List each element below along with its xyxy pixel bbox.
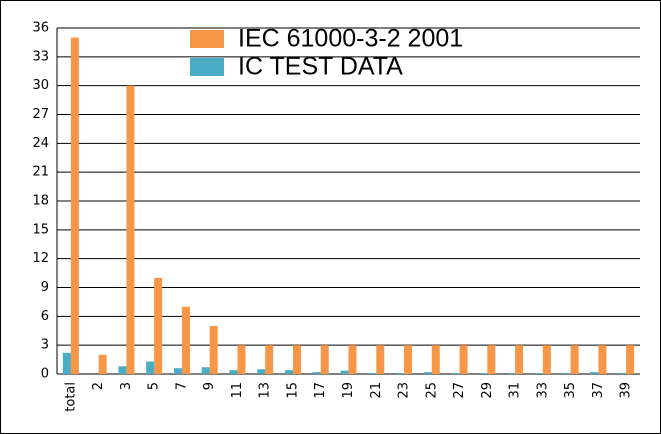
y-tick-label: 18	[32, 194, 49, 209]
y-tick-label: 6	[41, 309, 49, 324]
bar	[542, 345, 551, 374]
bar	[201, 367, 210, 374]
bar	[459, 345, 468, 374]
x-tick-label: 33	[535, 382, 550, 399]
bar	[62, 352, 71, 374]
y-tick-label: 36	[32, 21, 49, 36]
bar	[404, 345, 413, 374]
y-tick-label: 12	[32, 251, 49, 266]
bar	[534, 373, 543, 374]
bar	[626, 345, 635, 374]
bar	[257, 369, 266, 374]
x-tick-label: total	[63, 382, 78, 412]
bar	[98, 354, 107, 374]
bar	[431, 345, 440, 374]
y-tick-label: 24	[32, 136, 49, 151]
y-tick-label: 21	[32, 165, 49, 180]
x-tick-label: 13	[258, 382, 273, 399]
bar	[173, 368, 182, 374]
y-tick-label: 33	[32, 49, 49, 64]
bar	[209, 325, 218, 374]
x-tick-label: 29	[480, 382, 495, 399]
y-tick-label: 9	[41, 280, 49, 295]
x-tick-label: 2	[91, 382, 106, 390]
x-tick-label: 11	[230, 382, 245, 399]
y-tick-label: 30	[32, 78, 49, 93]
bar	[479, 373, 488, 374]
x-tick-label: 19	[341, 382, 356, 399]
x-tick-label: 17	[313, 382, 328, 399]
bar	[229, 370, 238, 374]
bar	[376, 345, 385, 374]
bar	[292, 345, 301, 374]
y-tick-label: 0	[41, 367, 49, 382]
bar	[348, 345, 357, 374]
legend-swatch	[190, 58, 224, 76]
x-tick-label: 15	[285, 382, 300, 399]
bar	[570, 345, 579, 374]
bar	[368, 373, 377, 374]
bar	[237, 345, 246, 374]
bar	[118, 366, 127, 374]
x-tick-label: 7	[174, 382, 189, 390]
x-tick-label: 25	[424, 382, 439, 399]
x-tick-label: 23	[397, 382, 412, 399]
bar	[284, 370, 293, 374]
legend-label: IC TEST DATA	[238, 53, 403, 81]
bar	[126, 85, 135, 375]
bar	[146, 361, 155, 374]
bar	[598, 345, 607, 374]
bar	[451, 373, 460, 374]
legend-swatch	[190, 30, 224, 48]
bar	[312, 372, 321, 374]
x-tick-label: 9	[202, 382, 217, 390]
bar	[70, 37, 79, 374]
bar	[423, 372, 432, 374]
x-tick-label: 35	[563, 382, 578, 399]
bar	[181, 306, 190, 374]
bar	[515, 345, 524, 374]
y-tick-label: 27	[32, 107, 49, 122]
bar	[590, 372, 599, 374]
x-tick-label: 27	[452, 382, 467, 399]
legend-label: IEC 61000-3-2 2001	[238, 25, 463, 53]
x-tick-label: 5	[147, 382, 162, 390]
bar	[340, 370, 349, 374]
bar	[396, 373, 405, 374]
x-tick-label: 21	[369, 382, 384, 399]
bar	[320, 345, 329, 374]
bar	[562, 373, 571, 374]
x-tick-label: 39	[619, 382, 634, 399]
y-tick-label: 3	[41, 338, 49, 353]
y-tick-label: 15	[32, 222, 49, 237]
bar	[154, 277, 163, 374]
bar	[265, 345, 274, 374]
bar	[487, 345, 496, 374]
x-tick-label: 31	[508, 382, 523, 399]
x-tick-label: 3	[119, 382, 134, 390]
bar	[507, 373, 516, 374]
x-tick-label: 37	[591, 382, 606, 399]
bar	[618, 373, 627, 374]
